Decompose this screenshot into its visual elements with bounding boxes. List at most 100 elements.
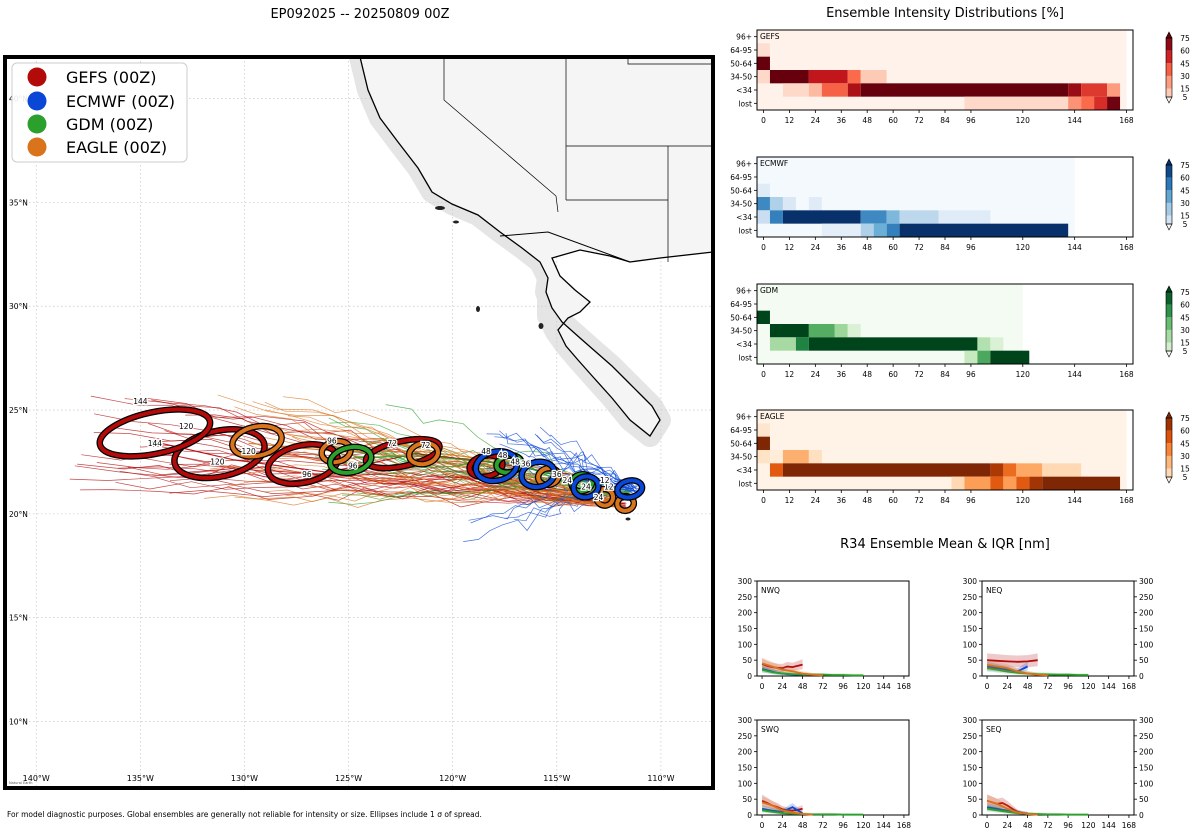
colorbar-segment [1166, 443, 1172, 456]
heatmap-ytick-label: lost [738, 353, 752, 362]
colorbar-tick-label: 30 [1180, 72, 1190, 81]
ellipse-gefs-96h [265, 442, 340, 486]
hour-label-ecmwf: 48 [498, 451, 508, 460]
heatmap-cell [964, 476, 991, 490]
colorbar-tick-label: 5 [1183, 347, 1188, 356]
hour-label-gdm: 96 [348, 462, 358, 471]
r34-xtick-label: 144 [877, 682, 892, 691]
intensity-heatmaps: GEFS lost <34 34-50 50-64 64-95 96+ 0 12 24 36 48 60… [730, 29, 1190, 505]
r34-iqr-gefs [762, 658, 803, 672]
heatmap-cell [808, 324, 835, 338]
colorbar-segment [1166, 202, 1172, 216]
heatmap-ytick-label: <34 [736, 466, 752, 475]
r34-frame [756, 580, 910, 677]
heatmap-cell [886, 223, 900, 237]
ellipse-gefs-120h [172, 427, 267, 480]
forecast-hour-labels: 1441441201209672481224364824489612243672… [132, 396, 615, 503]
heatmap-cell [821, 223, 861, 237]
heatmap-cell [769, 324, 809, 338]
r34-xtick-label: 168 [1122, 682, 1137, 691]
colorbar-tick-label: 5 [1183, 220, 1188, 229]
colorbar-tick-label: 75 [1180, 161, 1190, 170]
heatmap-colorbar: 515 30 45 60 75 [1165, 411, 1190, 484]
hour-label-gefs: 144 [148, 439, 163, 448]
colorbar-segment [1166, 215, 1172, 224]
heatmap-cell [782, 197, 796, 211]
heatmap-cell [1081, 96, 1095, 110]
heatmap-ytick-label: 96+ [736, 287, 752, 296]
r34-ytick-label: 100 [738, 640, 753, 649]
r34-xtick-label: 72 [818, 821, 828, 830]
colorbar-segment [1166, 165, 1172, 178]
heatmap-xtick-label: 84 [940, 496, 950, 505]
r34-ytick-label-right: 50 [1139, 795, 1149, 804]
r34-ytick-label-right: 200 [1139, 748, 1154, 757]
heatmap-cell [990, 476, 1004, 490]
heatmap-xtick-label: 0 [761, 243, 766, 252]
heatmap-xtick-label: 36 [837, 370, 847, 379]
heatmap-xtick-label: 48 [862, 370, 872, 379]
island [435, 206, 445, 210]
xtick-label-lon: 125°W [335, 774, 362, 783]
legend-label-gefs: GEFS (00Z) [66, 68, 156, 87]
r34-xtick-label: 96 [1063, 821, 1073, 830]
ytick-label-lat: 15°N [9, 614, 28, 623]
r34-ytick-label: 100 [963, 640, 978, 649]
r34-ytick-label-right: 250 [1139, 593, 1154, 602]
map-frame [3, 55, 715, 790]
heatmap-cell [808, 337, 978, 351]
hour-label-gefs: 48 [481, 447, 491, 456]
heatmap-xtick-label: 60 [888, 116, 898, 125]
ellipse-ecmwf-36h [519, 459, 557, 490]
r34-ytick-label-right: 100 [1139, 779, 1154, 788]
heatmap-xtick-label: 120 [1016, 116, 1031, 125]
r34-xtick-label: 72 [818, 682, 828, 691]
heatmap-xtick-label: 60 [888, 370, 898, 379]
heatmap-ytick-label: 96+ [736, 413, 752, 422]
r34-mean-gefs [987, 659, 1038, 663]
colorbar-tick-label: 30 [1180, 199, 1190, 208]
colorbar-segment [1166, 50, 1172, 64]
heatmap-xtick-label: 12 [785, 496, 795, 505]
r34-ytick-label: 0 [747, 811, 752, 820]
colorbar-tick-label: 15 [1180, 465, 1190, 474]
heatmap-cell [795, 337, 809, 351]
colorbar-tick-label: 45 [1180, 313, 1190, 322]
colorbar-tick-label: 45 [1180, 186, 1190, 195]
r34-ytick-label: 250 [963, 732, 978, 741]
colorbar-tick-label: 5 [1183, 93, 1188, 102]
heatmap-cell [769, 450, 783, 464]
footnote: For model diagnostic purposes. Global en… [7, 810, 482, 819]
heatmap-ytick-label: 34-50 [730, 327, 752, 336]
heatmap-ytick-label: 50-64 [730, 439, 752, 448]
heatmap-cell [769, 197, 783, 211]
r34-ytick-label: 150 [738, 764, 753, 773]
colorbar-tick-label: 75 [1180, 34, 1190, 43]
heatmap-xtick-label: 60 [888, 496, 898, 505]
hour-label-eagle: 24 [594, 493, 604, 502]
heatmap-cell [782, 450, 809, 464]
member-track-ecmwf [529, 443, 635, 493]
heatmap-xtick-label: 72 [914, 370, 924, 379]
heatmap-xtick-label: 96 [966, 496, 976, 505]
colorbar-segment [1166, 468, 1172, 477]
heatmap-xtick-label: 36 [837, 116, 847, 125]
colorbar-segment [1166, 190, 1172, 203]
heatmap-cell [834, 324, 848, 338]
canada-border [627, 57, 713, 65]
state-boundary-ca-nv [443, 57, 559, 213]
heatmap-xtick-label: 36 [837, 496, 847, 505]
r34-xtick-label: 48 [798, 682, 808, 691]
heatmap-cell [1003, 463, 1017, 477]
r34-xtick-label: 72 [1043, 682, 1053, 691]
ytick-label-lat: 25°N [9, 406, 28, 415]
heatmap-cell [1107, 83, 1121, 97]
heatmap-cell [1029, 476, 1043, 490]
r34-quadrant-label: NEQ [986, 586, 1002, 595]
heatmap-cell [757, 56, 770, 70]
map-credit: Natural Earth [9, 781, 32, 785]
colorbar-extend-max [1165, 158, 1173, 166]
hour-label-eagle: 72 [421, 441, 431, 450]
member-track-eagle [234, 489, 617, 508]
